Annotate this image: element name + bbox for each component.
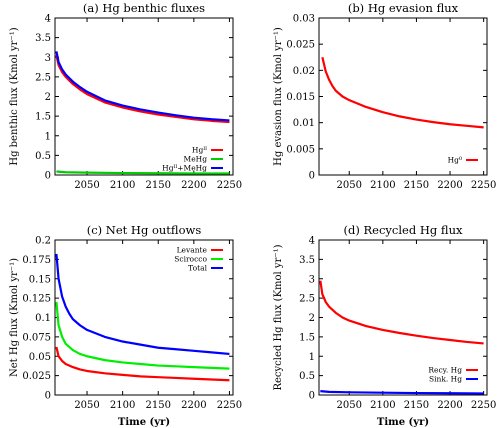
legend-label: Levante: [177, 246, 208, 255]
x-tick-label: 2050: [74, 180, 99, 191]
y-tick-label: 2: [309, 313, 315, 324]
legend-label: Hgᴵᴵ: [192, 146, 207, 155]
y-tick-label: 1: [45, 131, 51, 142]
y-tick-label: 2.5: [299, 294, 315, 305]
series-line-1: [55, 55, 230, 124]
y-axis-label: Net Hg flux (Kmol yr⁻¹): [9, 258, 20, 377]
y-axis-label: Hg benthic flux (Kmol yr⁻¹): [9, 27, 20, 165]
x-tick-label: 2250: [471, 180, 496, 191]
y-tick-label: 0.2: [35, 236, 51, 247]
chart-title: (a) Hg benthic fluxes: [83, 1, 205, 15]
y-tick-label: 0: [309, 391, 315, 402]
legend-label: MeHg: [184, 155, 208, 164]
legend-label: Recy. Hg: [428, 366, 462, 375]
panel-1: (a) Hg benthic fluxes Hg benthic flux (Km…: [9, 1, 242, 191]
x-axis-label: Time (yr): [377, 417, 429, 428]
series-line-1: [55, 346, 230, 382]
x-axis-label: Time (yr): [118, 417, 170, 428]
y-tick-label: 0.03: [293, 14, 315, 25]
y-tick-label: 0.5: [299, 371, 315, 382]
y-tick-label: 0.1: [35, 313, 51, 324]
series-line-3: [55, 51, 230, 122]
x-tick-label: 2050: [74, 400, 99, 411]
y-tick-label: 0.01: [293, 118, 315, 129]
series-line-1: [321, 56, 484, 129]
x-tick-label: 2100: [370, 400, 395, 411]
series-line-2: [56, 170, 230, 175]
y-tick-label: 0.125: [22, 294, 51, 305]
legend-label: Hg⁰: [448, 156, 462, 165]
x-tick-label: 2250: [217, 400, 242, 411]
x-tick-label: 2250: [471, 400, 496, 411]
x-tick-label: 2050: [337, 180, 362, 191]
y-tick-label: 4: [309, 236, 315, 247]
x-tick-label: 2200: [181, 180, 206, 191]
series-line-1: [319, 280, 484, 345]
y-tick-label: 0.005: [286, 144, 315, 155]
y-tick-label: 1.5: [35, 112, 51, 123]
y-tick-label: 2: [45, 92, 51, 103]
y-tick-label: 4: [45, 14, 51, 25]
y-tick-label: 0.05: [29, 352, 51, 363]
y-tick-label: 0.015: [286, 92, 315, 103]
y-tick-label: 0: [45, 171, 51, 182]
x-tick-label: 2150: [404, 400, 429, 411]
series-line-3: [55, 253, 230, 356]
legend-label: Sink. Hg: [429, 375, 462, 384]
y-tick-label: 0.025: [286, 40, 315, 51]
y-tick-label: 1.5: [299, 332, 315, 343]
x-tick-label: 2150: [146, 180, 171, 191]
x-tick-label: 2200: [437, 400, 462, 411]
y-tick-label: 0.025: [22, 371, 51, 382]
legend-label: Scirocco: [174, 255, 207, 264]
y-tick-label: 1: [309, 352, 315, 363]
x-tick-label: 2100: [370, 180, 395, 191]
y-axis-label: Recycled Hg flux (Kmol yr⁻¹): [273, 244, 284, 390]
y-tick-label: 2.5: [35, 72, 51, 83]
y-tick-label: 3.5: [35, 33, 51, 44]
x-tick-label: 2200: [181, 400, 206, 411]
series-line-2: [320, 390, 484, 395]
y-axis-label: Hg evasion flux (Kmol yr⁻¹): [273, 27, 284, 166]
y-tick-label: 3.5: [299, 255, 315, 266]
x-tick-label: 2100: [110, 180, 135, 191]
x-tick-label: 2050: [337, 400, 362, 411]
x-tick-label: 2150: [404, 180, 429, 191]
y-tick-label: 0: [309, 171, 315, 182]
panel-4: (d) Recycled Hg flux Recycled Hg flux (Km…: [273, 223, 496, 428]
series-line-2: [55, 301, 230, 370]
y-tick-label: 0: [45, 391, 51, 402]
chart-title: (c) Net Hg outflows: [87, 223, 202, 237]
chart-title: (b) Hg evasion flux: [348, 1, 459, 15]
x-tick-label: 2150: [146, 400, 171, 411]
y-tick-label: 3: [309, 274, 315, 285]
x-tick-label: 2100: [110, 400, 135, 411]
legend-label: Total: [188, 264, 207, 273]
y-tick-label: 0.175: [22, 255, 51, 266]
panel-2: (b) Hg evasion flux Hg evasion flux (Kmol…: [273, 1, 496, 191]
chart-title: (d) Recycled Hg flux: [344, 223, 463, 237]
legend-label: Hgᴵᴵ+MeHg: [162, 164, 207, 173]
y-tick-label: 0.02: [293, 66, 315, 77]
y-tick-label: 0.5: [35, 151, 51, 162]
x-tick-label: 2250: [217, 180, 242, 191]
x-tick-label: 2200: [437, 180, 462, 191]
panel-3: (c) Net Hg outflows Net Hg flux (Kmol yr⁻…: [9, 223, 242, 428]
y-tick-label: 0.075: [22, 332, 51, 343]
y-tick-label: 0.15: [29, 274, 51, 285]
y-tick-label: 3: [45, 53, 51, 64]
